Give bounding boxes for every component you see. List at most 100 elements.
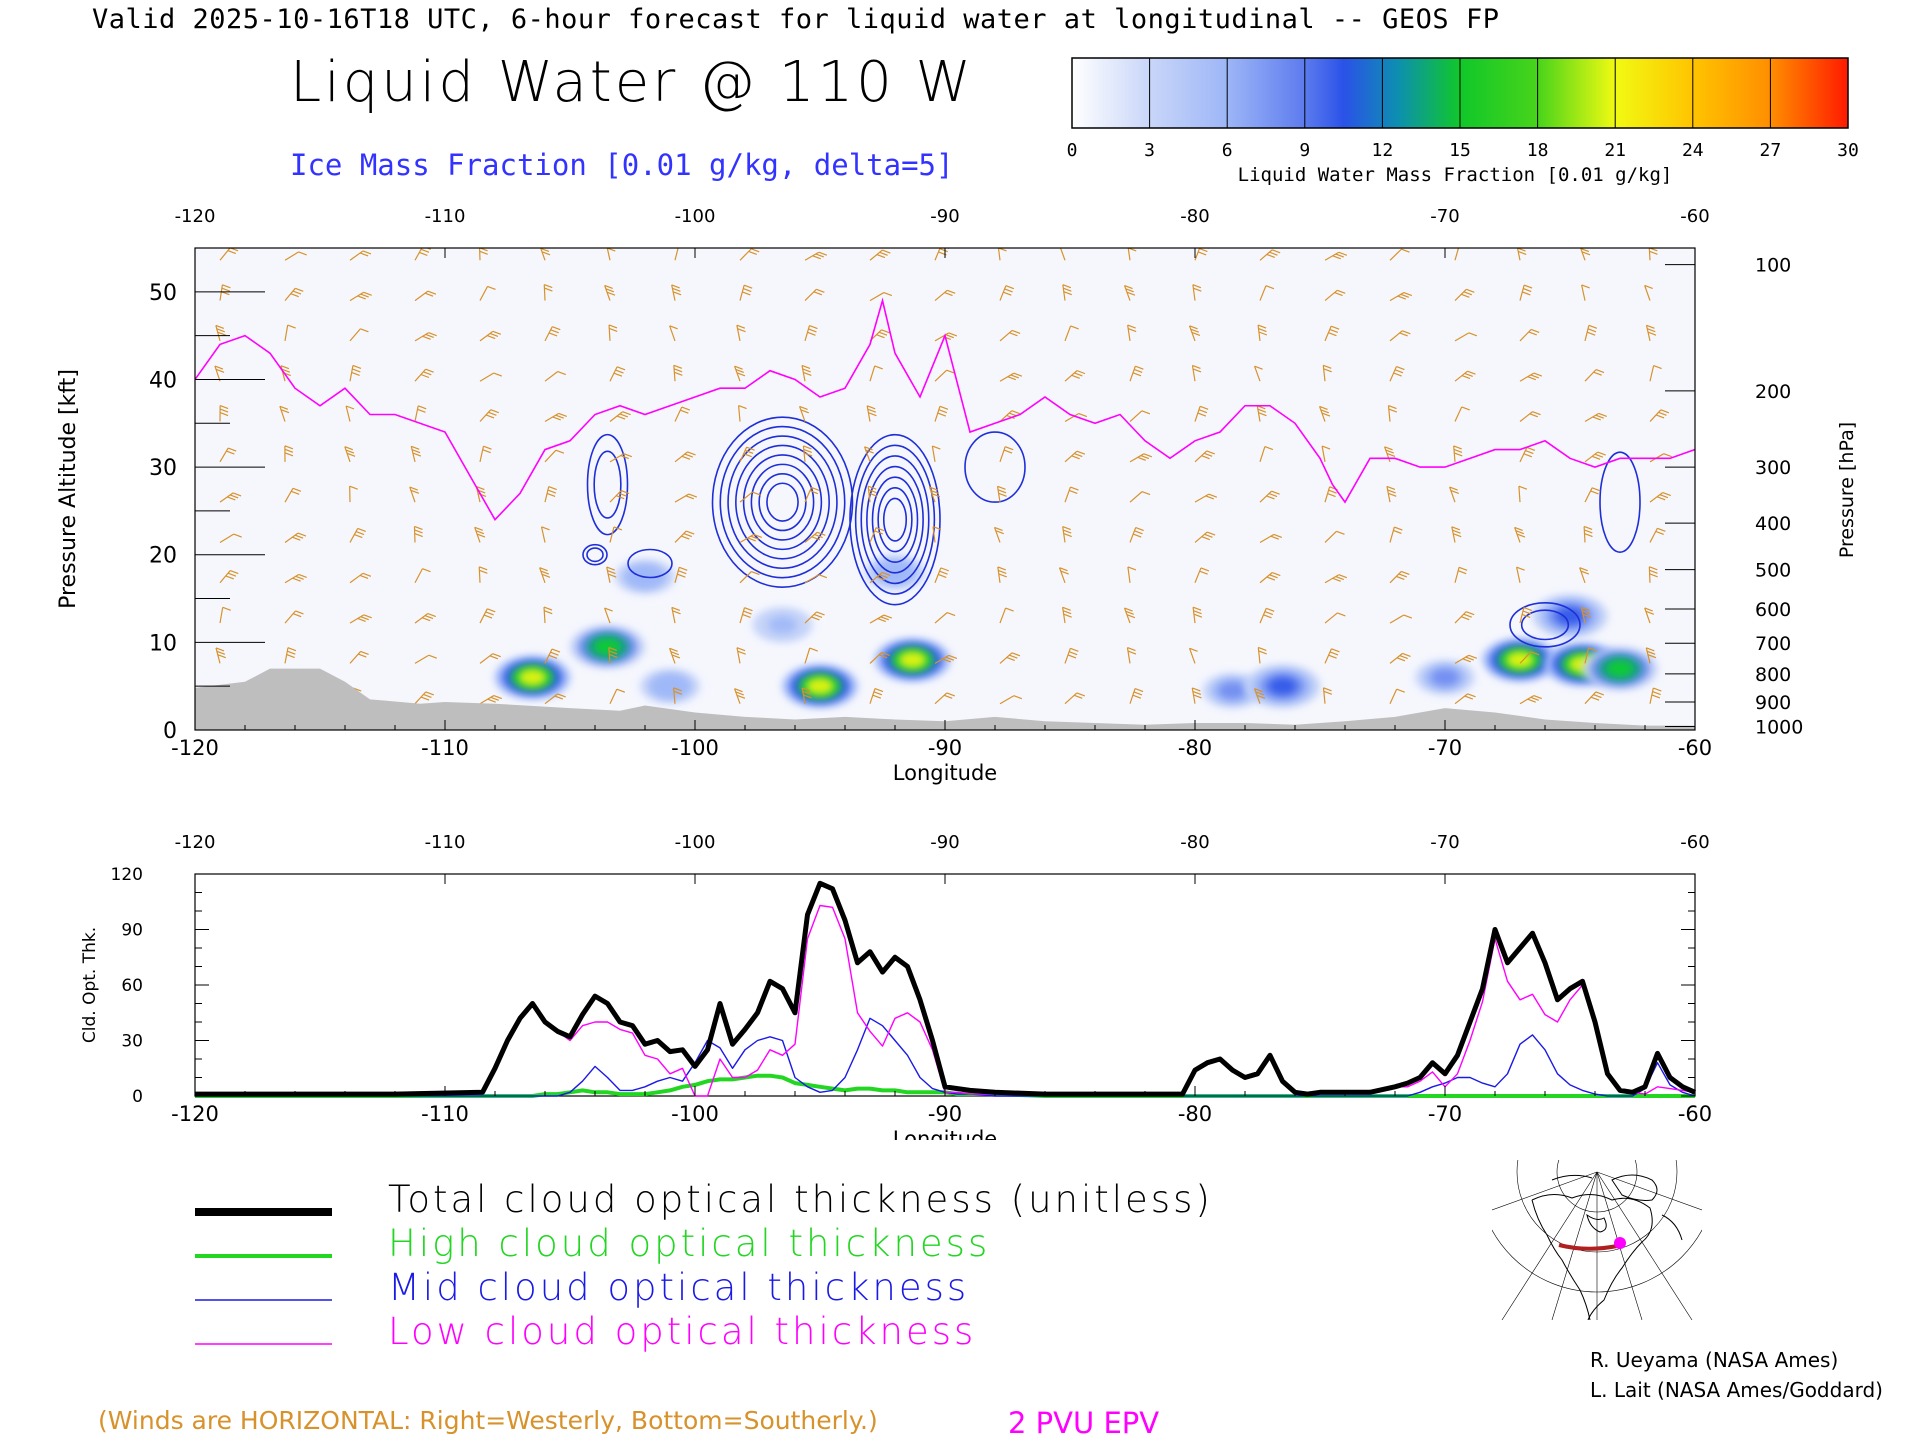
wind-barb-feather xyxy=(233,533,242,538)
wind-barb-feather xyxy=(420,373,430,379)
wind-barb-feather xyxy=(878,331,888,336)
wind-barb xyxy=(606,566,617,583)
wind-barb-staff xyxy=(802,445,806,462)
x-tick-label-top: -120 xyxy=(175,206,216,227)
y-tick-label: 10 xyxy=(149,631,177,656)
wind-barb-feather xyxy=(1189,647,1198,652)
wind-barb-feather xyxy=(1134,687,1144,693)
wind-barb-feather xyxy=(1003,449,1013,454)
wind-barb xyxy=(869,291,893,302)
legend-label-low: Low cloud optical thickness xyxy=(388,1310,977,1353)
wind-barb-feather xyxy=(868,412,877,417)
wind-barb xyxy=(869,651,890,664)
wind-barb-feather xyxy=(1323,368,1332,373)
wind-barb-feather xyxy=(1399,655,1408,660)
wind-barb-staff xyxy=(1253,365,1261,382)
wind-barb-feather xyxy=(1588,324,1598,329)
wind-barb-feather xyxy=(1582,610,1591,615)
wind-barb-feather xyxy=(1268,492,1278,498)
wind-barb-staff xyxy=(1384,446,1391,463)
wind-barb-staff xyxy=(671,284,676,301)
wind-barb xyxy=(349,328,369,342)
wind-barb-feather xyxy=(997,489,1007,494)
wind-barb-staff xyxy=(479,695,495,705)
wind-barb-feather xyxy=(813,291,823,296)
wind-barb-feather xyxy=(1206,450,1215,455)
wind-barb-feather xyxy=(946,692,956,697)
wind-barb-feather xyxy=(1467,370,1476,375)
pressure-tick-label: 1000 xyxy=(1755,716,1803,738)
wind-barb-feather xyxy=(671,284,680,289)
liquid-water-cell xyxy=(1606,660,1634,678)
wind-barb-feather xyxy=(688,493,698,498)
wind-barb-feather xyxy=(876,254,886,259)
wind-barb xyxy=(1256,405,1267,422)
wind-barb-staff xyxy=(1514,527,1521,543)
colorbar-tick-label: 12 xyxy=(1371,140,1394,161)
wind-barb-feather xyxy=(1127,647,1136,652)
wind-barb-staff xyxy=(349,250,364,261)
wind-barb-staff xyxy=(1253,688,1261,704)
wind-barb xyxy=(544,370,566,382)
wind-barb-staff xyxy=(1519,651,1532,664)
wind-barb-staff xyxy=(934,369,948,382)
wind-barb xyxy=(739,491,761,503)
wind-barb-feather xyxy=(1515,530,1525,535)
wind-barb-feather xyxy=(750,535,759,540)
wind-barb-staff xyxy=(1324,574,1340,584)
wind-barb-feather xyxy=(1593,371,1602,376)
wind-barb-staff xyxy=(1644,607,1651,624)
wind-barb-feather xyxy=(735,691,744,696)
x-tick-label-top: -80 xyxy=(1180,206,1209,227)
wind-barb xyxy=(999,329,1021,342)
wind-barb-feather xyxy=(226,450,235,455)
wind-barb-feather xyxy=(615,369,624,374)
wind-barb-staff xyxy=(1127,324,1131,341)
wind-barb-feather xyxy=(346,452,356,457)
wind-barb-staff xyxy=(801,365,806,382)
wind-barb-feather xyxy=(1063,529,1072,534)
wind-barb-staff xyxy=(414,613,429,624)
wind-barb-staff xyxy=(1257,647,1261,664)
wind-barb xyxy=(1516,566,1525,583)
wind-barb-staff xyxy=(867,486,871,503)
wind-barb-staff xyxy=(804,611,817,624)
wind-barb-feather xyxy=(879,251,888,256)
wind-barb xyxy=(609,366,626,382)
wind-barb-feather xyxy=(1401,570,1410,576)
wind-barb-staff xyxy=(1129,453,1145,463)
wind-barb-feather xyxy=(1393,372,1402,377)
wind-barb-staff xyxy=(934,654,950,664)
wind-barb-staff xyxy=(1649,492,1664,503)
wind-barb xyxy=(1064,486,1079,503)
wind-barb-feather xyxy=(877,618,886,623)
wind-barb xyxy=(414,332,437,342)
main-axes: -120 -120 -110 -110 -100 -100 -90 -90 -80 -80 -70 -… xyxy=(56,206,1858,785)
wind-barb-feather xyxy=(1258,650,1267,655)
wind-barb-staff xyxy=(609,453,625,463)
wind-barb-feather xyxy=(944,291,953,297)
wind-barb-feather xyxy=(1256,694,1266,699)
wind-barb-staff xyxy=(284,287,296,301)
wind-barb-feather xyxy=(1266,253,1276,259)
wind-barb-staff xyxy=(544,326,553,342)
wind-barb-feather xyxy=(1590,490,1599,495)
wind-barb-staff xyxy=(736,647,741,664)
wind-barb xyxy=(1454,654,1478,664)
wind-barb-staff xyxy=(1645,325,1651,342)
wind-barb-feather xyxy=(1329,651,1339,656)
wind-barb-feather xyxy=(1579,567,1588,572)
wind-barb xyxy=(1389,614,1413,624)
wind-barb-staff xyxy=(1322,687,1326,704)
wind-barb-feather xyxy=(1598,412,1607,417)
opt-y-axis-label: Cld. Opt. Thk. xyxy=(80,927,100,1043)
wind-barb-feather xyxy=(1013,372,1023,377)
wind-barb-feather xyxy=(292,613,302,618)
wind-barb-feather xyxy=(284,452,294,457)
wind-barb xyxy=(1584,324,1598,342)
wind-barb-staff xyxy=(544,486,550,503)
wind-barb-feather xyxy=(1397,295,1406,300)
wind-barb-feather xyxy=(1658,411,1667,416)
wind-barb-feather xyxy=(424,615,434,620)
wind-barb-feather xyxy=(945,334,955,339)
